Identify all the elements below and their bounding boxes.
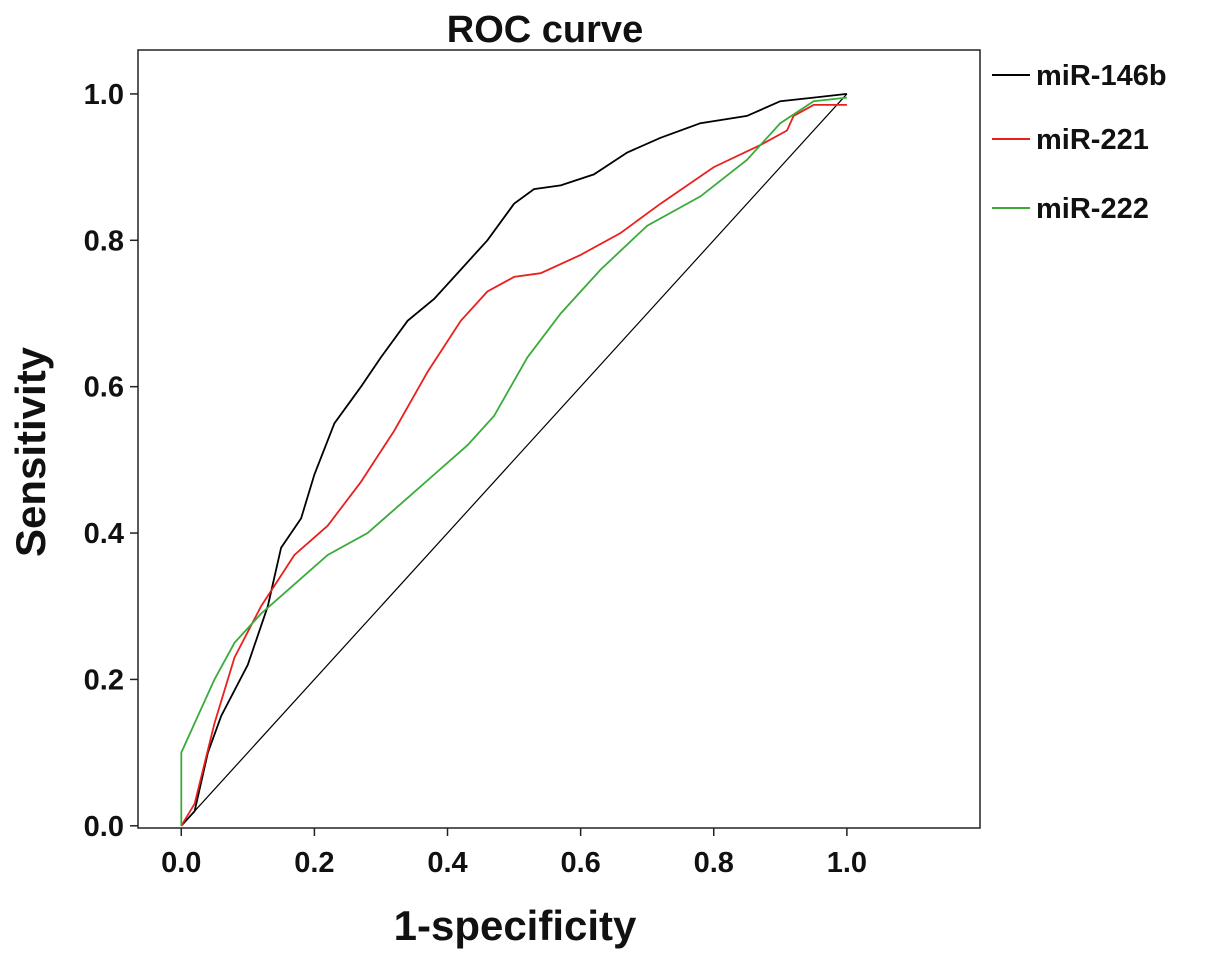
legend-label: miR-222 [1036,193,1149,225]
series-line-mir-146b [180,93,847,827]
y-axis-label: Sensitivity [7,346,54,557]
y-tick-label: 0.0 [84,811,124,843]
x-tick-label: 1.0 [827,847,867,879]
y-tick-label: 1.0 [84,79,124,111]
x-tick-label: 0.2 [294,847,334,879]
series-line-mir-222 [180,96,847,826]
legend-label: miR-146b [1036,60,1167,92]
y-tick-label: 0.6 [84,372,124,404]
legend-label: miR-221 [1036,124,1149,156]
x-axis-label: 1-specificity [394,902,637,949]
plot-frame [137,49,981,829]
series-line-mir-221 [180,104,847,827]
reference-diagonal [180,93,848,827]
y-tick-label: 0.4 [84,518,124,550]
x-tick-label: 0.6 [560,847,600,879]
x-tick-label: 0.4 [427,847,467,879]
chart-title: ROC curve [447,9,643,51]
x-tick-label: 0.0 [161,847,201,879]
y-tick-label: 0.2 [84,664,124,696]
y-tick-label: 0.8 [84,225,124,257]
x-tick-label: 0.8 [694,847,734,879]
